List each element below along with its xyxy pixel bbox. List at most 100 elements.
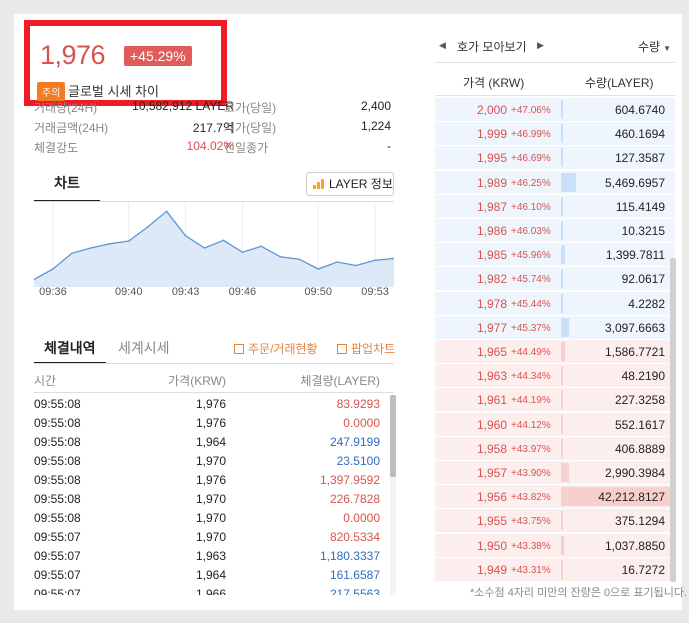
tab-trade-history[interactable]: 체결내역 — [34, 338, 106, 364]
chart-area-fill — [34, 211, 394, 287]
chart-point — [165, 210, 168, 213]
strength-label: 체결강도 — [34, 141, 79, 155]
orderbook-ask-row[interactable]: 1,985 +45.96% 1,399.7811 — [435, 243, 675, 268]
depth-bar — [561, 196, 563, 216]
chart-x-tick: 09:46 — [228, 286, 257, 298]
orderbook-qty: 552.1617 — [614, 417, 665, 432]
table-row: 09:55:08 1,970 226.7828 — [34, 490, 394, 509]
orderbook-rate: +45.96% — [511, 250, 551, 262]
orderbook-bid-row[interactable]: 1,958 +43.97% 406.8889 — [435, 436, 675, 461]
popup-chart-label: 팝업차트 — [351, 342, 396, 356]
orderbook-price: 1,956 — [476, 490, 507, 505]
chart-point — [146, 226, 149, 228]
orderbook-price: 1,989 — [476, 175, 507, 190]
popup-chart-link[interactable]: 팝업차트 — [337, 340, 395, 357]
depth-bar — [561, 245, 565, 265]
depth-bar — [561, 221, 563, 240]
orderbook-price: 1,978 — [476, 296, 507, 311]
orderbook-ask-row[interactable]: 1,989 +46.25% 5,469.6957 — [435, 170, 675, 195]
orderbook-ask-row[interactable]: 1,995 +46.69% 127.3587 — [435, 146, 675, 171]
orderbook-qty: 127.3587 — [614, 151, 665, 166]
trade-volume: 820.5334 — [329, 530, 380, 544]
trade-time: 09:55:08 — [34, 454, 81, 468]
orderbook-qty: 1,399.7811 — [605, 248, 665, 263]
orderbook-rate: +43.38% — [511, 540, 551, 552]
high-label: 고가(당일) — [224, 101, 277, 115]
trade-scrollbar-track[interactable] — [390, 395, 396, 595]
chart-point — [298, 258, 301, 260]
orderbook-ask-row[interactable]: 1,982 +45.74% 92.0617 — [435, 267, 675, 292]
orderbook-bid-row[interactable]: 1,956 +43.82% 42,212.8127 — [435, 485, 675, 510]
orderbook-ask-row[interactable]: 2,000 +47.06% 604.6740 — [435, 98, 675, 122]
chart-point — [34, 278, 35, 281]
chart-point — [203, 247, 206, 249]
depth-bar — [561, 342, 566, 361]
orderbook-rate: +44.49% — [511, 347, 551, 358]
orderbook-scrollbar[interactable] — [670, 258, 676, 582]
trade-volume: 0.0000 — [343, 416, 380, 430]
orderbook-title[interactable]: 호가 모아보기 — [457, 40, 527, 54]
orderbook-qty: 406.8889 — [614, 441, 665, 456]
qty-dropdown[interactable]: 수량 ▼ — [638, 38, 671, 55]
orderbook-price: 1,955 — [476, 514, 507, 529]
orderbook-bid-row[interactable]: 1,957 +43.90% 2,990.3984 — [435, 461, 675, 485]
trade-price: 1,970 — [195, 454, 226, 468]
orderbook-rate: +46.03% — [511, 226, 551, 237]
next-arrow-icon[interactable]: ▶ — [537, 40, 544, 50]
orderbook-rate: +43.75% — [511, 516, 551, 528]
order-status-link[interactable]: 주문/거래현황 — [234, 340, 318, 357]
depth-bar — [561, 366, 563, 386]
depth-bar — [561, 535, 564, 555]
chart-x-tick: 09:50 — [304, 286, 332, 298]
tab-world-price[interactable]: 세계시세 — [118, 340, 170, 356]
chart-point — [260, 245, 263, 248]
tab-chart[interactable]: 차트 — [34, 174, 100, 202]
orderbook-bid-row[interactable]: 1,961 +44.19% 227.3258 — [435, 388, 675, 413]
trade-price: 1,976 — [195, 416, 226, 430]
trade-price: 1,970 — [195, 530, 226, 544]
orderbook-price: 1,949 — [476, 562, 507, 577]
layer-info-button[interactable]: LAYER 정보 — [306, 172, 394, 196]
trade-price: 1,976 — [195, 473, 226, 487]
orderbook-qty: 115.4149 — [615, 199, 665, 214]
orderbook-bid-row[interactable]: 1,965 +44.49% 1,586.7721 — [435, 340, 675, 364]
chart-point — [374, 259, 376, 262]
divider — [34, 363, 394, 364]
orderbook-ask-row[interactable]: 1,978 +45.44% 4.2282 — [435, 291, 675, 316]
col-time: 시간 — [34, 374, 57, 388]
chart-x-tick: 09:40 — [114, 286, 143, 298]
orderbook-bid-row[interactable]: 1,950 +43.38% 1,037.8850 — [435, 533, 675, 558]
orderbook-qty: 1,586.7721 — [604, 345, 665, 359]
trade-price: 1,970 — [195, 492, 226, 506]
orderbook-price: 1,995 — [476, 151, 507, 166]
chart-point — [108, 243, 111, 245]
orderbook-bid-row[interactable]: 1,955 +43.75% 375.1294 — [435, 509, 675, 534]
chart-point — [336, 261, 338, 263]
warning-text[interactable]: 글로벌 시세 차이 — [68, 84, 159, 99]
table-row: 09:55:08 1,976 0.0000 — [34, 414, 394, 433]
table-row: 09:55:07 1,963 1,180.3337 — [34, 547, 394, 566]
price-chart[interactable] — [34, 202, 394, 287]
orderbook-ask-row[interactable]: 1,977 +45.37% 3,097.6663 — [435, 315, 675, 340]
trade-scrollbar-thumb[interactable] — [390, 395, 396, 477]
orderbook-qty: 375.1294 — [614, 514, 665, 529]
orderbook-bid-row[interactable]: 1,963 +44.34% 48.2190 — [435, 364, 675, 389]
table-row: 09:55:08 1,976 83.9293 — [34, 395, 394, 414]
trade-volume: 161.6587 — [329, 568, 380, 582]
orderbook-price: 1,963 — [476, 369, 507, 384]
current-price: 1,976 — [40, 40, 106, 70]
orderbook-bid-row[interactable]: 1,949 +43.31% 16.7272 — [435, 557, 675, 582]
orderbook-ask-row[interactable]: 1,999 +46.99% 460.1694 — [435, 122, 675, 147]
amount-label: 거래금액(24H) — [34, 121, 109, 135]
divider — [34, 201, 394, 202]
depth-bar — [561, 293, 563, 313]
depth-bar — [561, 390, 563, 410]
table-row: 09:55:08 1,970 0.0000 — [34, 509, 394, 528]
orderbook-price: 1,982 — [476, 272, 507, 287]
orderbook-ask-row[interactable]: 1,987 +46.10% 115.4149 — [435, 194, 675, 219]
orderbook-bid-row[interactable]: 1,960 +44.12% 552.1617 — [435, 412, 675, 437]
orderbook-ask-row[interactable]: 1,986 +46.03% 10.3215 — [435, 219, 675, 243]
prev-arrow-icon[interactable]: ◀ — [439, 40, 446, 50]
orderbook-rate: +46.69% — [511, 153, 551, 165]
volume-value: 10,582,912 LAYER — [132, 99, 234, 113]
